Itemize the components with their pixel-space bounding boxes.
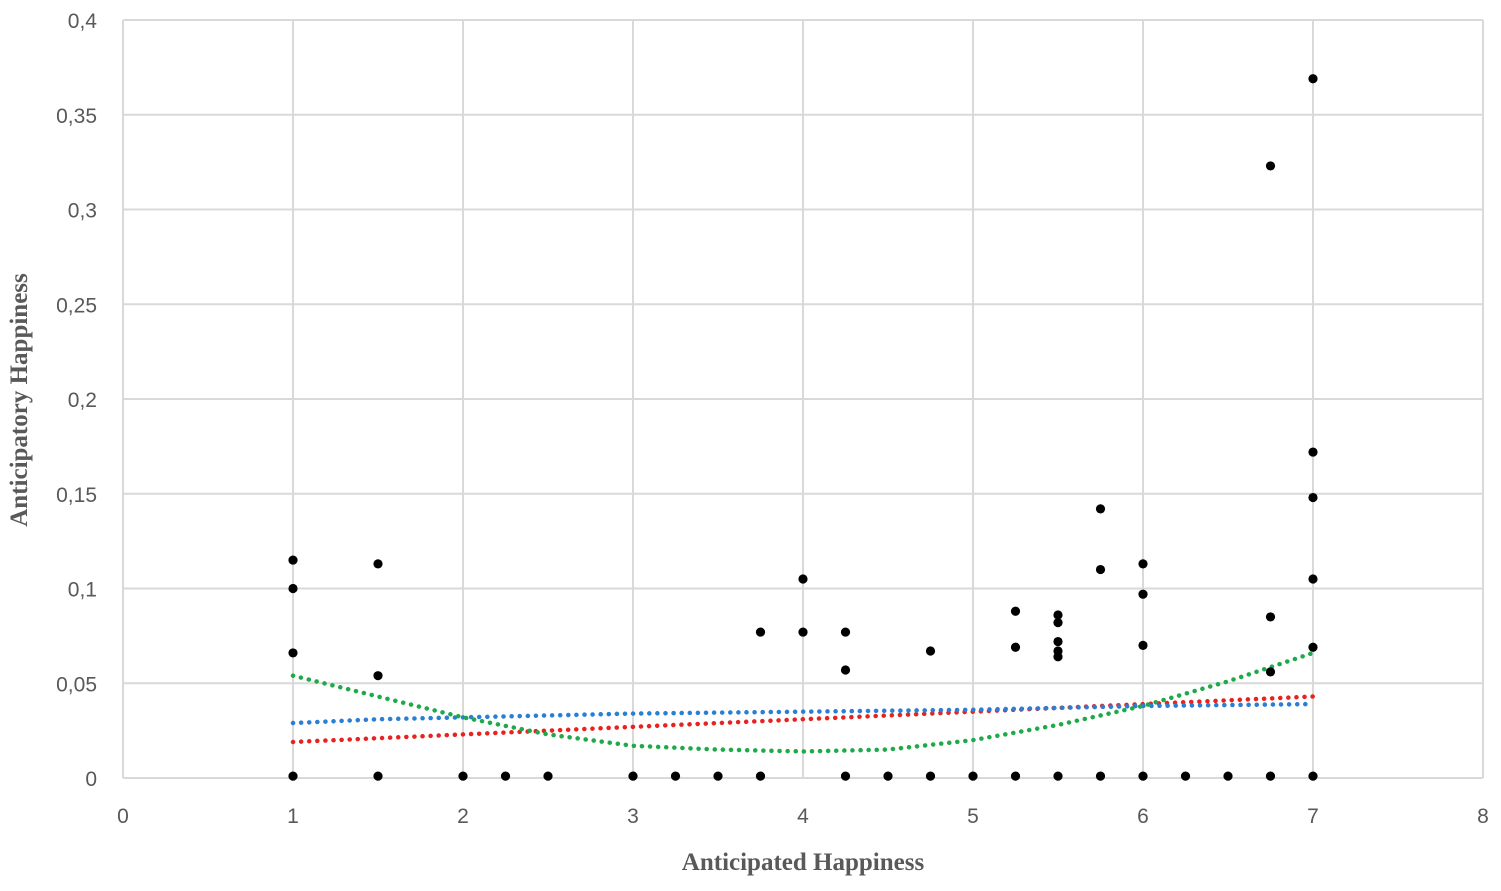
data-point <box>1010 606 1021 616</box>
data-point <box>1053 636 1063 647</box>
data-point <box>1308 574 1318 584</box>
data-point <box>1180 771 1191 781</box>
data-point <box>1053 771 1063 781</box>
data-point <box>1308 74 1318 84</box>
y-tick-label: 0,15 <box>56 484 97 507</box>
data-point <box>840 771 851 781</box>
data-point <box>373 671 383 681</box>
data-point <box>1095 771 1106 781</box>
data-point <box>628 771 638 781</box>
x-tick-label: 2 <box>457 805 469 828</box>
y-axis-title: Anticipatory Happiness <box>6 273 33 527</box>
data-point <box>1138 771 1148 781</box>
data-point <box>713 771 723 781</box>
data-point <box>373 559 383 569</box>
trendline-log-like <box>290 701 1316 726</box>
x-tick-label: 5 <box>967 805 979 828</box>
data-point <box>798 627 808 637</box>
y-tick-label: 0 <box>85 768 97 791</box>
point-layer <box>288 74 1318 781</box>
data-point <box>1265 612 1276 622</box>
data-point <box>1010 771 1021 781</box>
data-point <box>1138 640 1148 650</box>
data-point <box>840 665 851 675</box>
data-point <box>288 771 298 781</box>
data-point <box>1010 642 1021 652</box>
data-point <box>925 646 936 656</box>
data-point <box>1053 618 1063 628</box>
x-tick-label: 4 <box>797 805 809 828</box>
data-point <box>288 555 298 565</box>
x-tick-label: 8 <box>1477 805 1489 828</box>
y-tick-label: 0,1 <box>68 579 97 602</box>
data-point <box>755 627 766 637</box>
data-point <box>1138 559 1148 569</box>
x-tick-label: 7 <box>1307 805 1319 828</box>
data-point <box>925 771 936 781</box>
data-point <box>883 771 893 781</box>
y-tick-label: 0,2 <box>68 389 97 412</box>
data-point <box>1223 771 1233 781</box>
trendline-polynomial <box>290 650 1316 754</box>
x-axis-title: Anticipated Happiness <box>682 849 925 876</box>
data-point <box>1265 771 1276 781</box>
x-tick-label: 0 <box>117 805 129 828</box>
x-tick-label: 6 <box>1137 805 1149 828</box>
data-point <box>543 771 553 781</box>
data-point <box>1053 652 1063 662</box>
y-tick-label: 0,05 <box>56 673 97 696</box>
data-point <box>1095 564 1106 575</box>
tick-label-layer: 0 1 2 3 4 5 6 7 8 0 0,05 0,1 0,15 0,2 0,25 0,3 0,35 0,4 <box>56 10 1489 828</box>
data-point <box>1308 642 1318 652</box>
data-point <box>1095 504 1106 514</box>
data-point <box>288 583 298 594</box>
data-point <box>1308 447 1318 457</box>
y-tick-label: 0,3 <box>68 200 97 223</box>
data-point <box>840 627 851 637</box>
y-tick-label: 0,25 <box>56 294 97 317</box>
data-point <box>458 771 468 781</box>
trendline-layer <box>290 650 1316 754</box>
y-tick-label: 0,4 <box>68 10 98 33</box>
x-tick-label: 3 <box>627 805 639 828</box>
data-point <box>500 771 511 781</box>
x-tick-label: 1 <box>287 805 299 828</box>
y-tick-label: 0,35 <box>56 105 97 128</box>
grid-layer <box>122 19 1484 779</box>
data-point <box>670 771 681 781</box>
data-point <box>1308 771 1318 781</box>
data-point <box>1265 667 1276 677</box>
data-point <box>755 771 766 781</box>
data-point <box>1265 161 1276 171</box>
data-point <box>373 771 383 781</box>
data-point <box>288 648 298 658</box>
data-point <box>968 771 978 781</box>
data-point <box>1053 610 1063 620</box>
data-point <box>798 574 808 584</box>
data-point <box>1308 492 1318 503</box>
data-point <box>1138 589 1148 599</box>
